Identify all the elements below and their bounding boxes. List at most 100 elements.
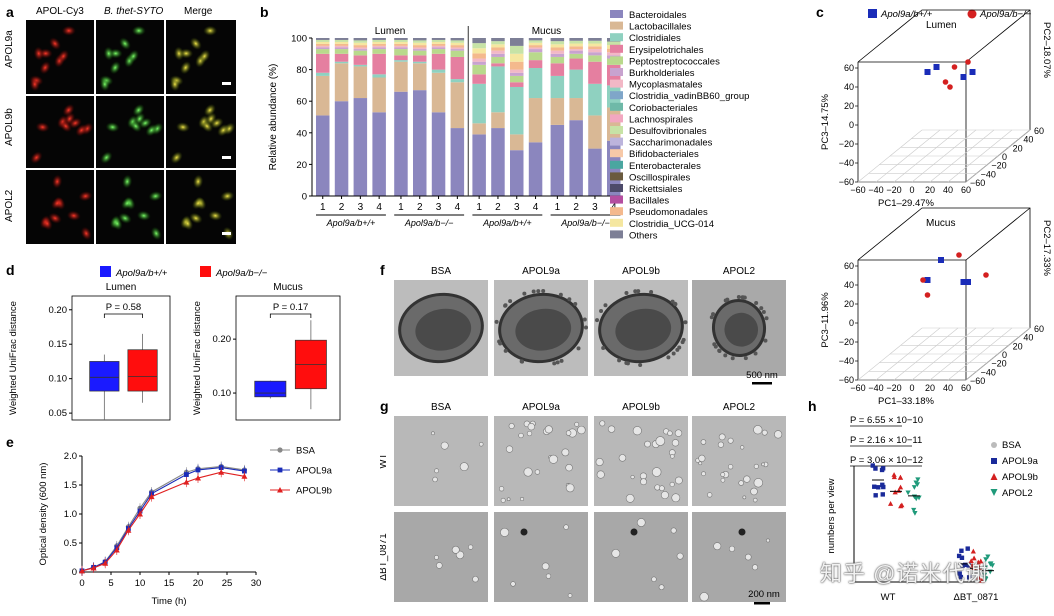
bar-segment: [413, 45, 427, 48]
vesicle: [500, 497, 506, 503]
vesicle: [683, 320, 688, 325]
legend-label: Erysipelotrichales: [629, 45, 704, 56]
cell: [145, 124, 158, 137]
bar-segment: [372, 112, 386, 196]
x-tick-label: 20: [925, 185, 935, 195]
vesicle: [508, 423, 515, 430]
bar-segment: [372, 38, 386, 40]
col-header: Merge: [184, 6, 213, 17]
bar-segment: [550, 98, 565, 125]
bar-segment: [353, 64, 368, 67]
vesicle: [459, 462, 469, 472]
row-label: ΔBT_0871: [380, 533, 389, 581]
x-tick-label: −60: [850, 383, 865, 393]
bar-segment: [588, 61, 602, 84]
bar-segment: [472, 61, 486, 65]
bar-segment: [450, 49, 465, 51]
vesicle: [468, 544, 474, 550]
z-tick-label: −20: [839, 337, 854, 347]
bar-segment: [334, 53, 349, 62]
legend-label: Apol9a/b−/−: [979, 9, 1032, 20]
cell: [220, 191, 235, 202]
data-point: [183, 479, 190, 485]
bar-segment: [316, 53, 330, 73]
legend-swatch: [610, 149, 623, 158]
bar-segment: [510, 61, 524, 70]
cell: [138, 117, 152, 129]
x-tick-label: 60: [961, 383, 971, 393]
vesicle: [738, 480, 744, 486]
vesicle: [565, 483, 575, 493]
cube-edge: [965, 9, 1031, 63]
x-tick-label: 20: [925, 383, 935, 393]
x-tick-label: 3: [436, 202, 442, 213]
bar-segment: [550, 124, 565, 196]
data-point: [218, 469, 225, 475]
bar-segment: [334, 38, 349, 40]
group-label: Apol9a/b−/−: [560, 218, 610, 228]
legend-label: Apol9a/b+/+: [115, 268, 168, 279]
bar-segment: [472, 43, 486, 49]
scale-bar: [222, 82, 231, 85]
cell: [193, 174, 204, 189]
bar-segment: [353, 42, 368, 46]
vesicle: [599, 420, 606, 427]
bar-segment: [472, 48, 486, 54]
cube-edge: [857, 9, 1031, 130]
legend-label: APOL9b: [1002, 472, 1038, 483]
image-title: APOL9b: [622, 266, 660, 277]
count-point: [982, 576, 988, 581]
image-title: APOL2: [723, 402, 756, 413]
cell: [61, 25, 76, 36]
y-tick-label: 0.20: [213, 334, 232, 345]
count-point: [981, 572, 988, 578]
y-tick-label: −20: [991, 359, 1006, 369]
vesicle: [676, 552, 684, 560]
vesicle: [744, 553, 752, 561]
bar-segment: [588, 83, 602, 116]
vesicle: [494, 319, 499, 324]
vesicle: [649, 289, 654, 294]
count-point: [899, 502, 905, 508]
z-tick-label: −40: [839, 356, 854, 366]
count-point: [976, 574, 982, 580]
bar-segment: [394, 55, 408, 61]
bar-segment: [491, 41, 505, 45]
bar-segment: [353, 50, 368, 56]
legend-marker: [991, 442, 997, 448]
bar-segment: [334, 63, 349, 102]
y-tick-label: 0.05: [49, 408, 68, 419]
vesicle: [742, 295, 747, 300]
x-tick-label: 2: [495, 202, 501, 213]
cell: [189, 212, 203, 224]
tem-image: [594, 512, 688, 602]
count-point: [880, 482, 885, 488]
legend-label: Desulfovibrionales: [629, 126, 707, 137]
count-point: [970, 548, 976, 554]
bar-segment: [510, 86, 524, 135]
bar-segment: [431, 38, 446, 40]
legend-swatch: [610, 10, 623, 18]
legend-marker: [991, 458, 997, 464]
bar-segment: [491, 38, 505, 42]
bar-segment: [450, 82, 465, 129]
vesicle: [677, 345, 682, 350]
y-tick-label: 80: [296, 65, 307, 76]
bacterium-core: [515, 308, 572, 351]
pca-point: [960, 74, 967, 80]
cell: [198, 49, 211, 63]
p-value: P = 0.17: [273, 302, 308, 313]
cell: [203, 25, 218, 36]
vesicle: [625, 493, 635, 503]
bar-segment: [413, 63, 427, 91]
dark-particle: [520, 528, 528, 536]
vesicle: [761, 310, 766, 315]
y-tick-label: 40: [1023, 135, 1033, 145]
count-point: [979, 577, 985, 583]
bar-segment: [550, 56, 565, 64]
legend-label: Enterobacterales: [629, 161, 701, 172]
legend-label: Coriobacteriales: [629, 103, 698, 114]
y-tick-label: 1.0: [64, 509, 77, 520]
vesicle: [558, 292, 563, 297]
y-tick-label: 0: [72, 567, 77, 578]
